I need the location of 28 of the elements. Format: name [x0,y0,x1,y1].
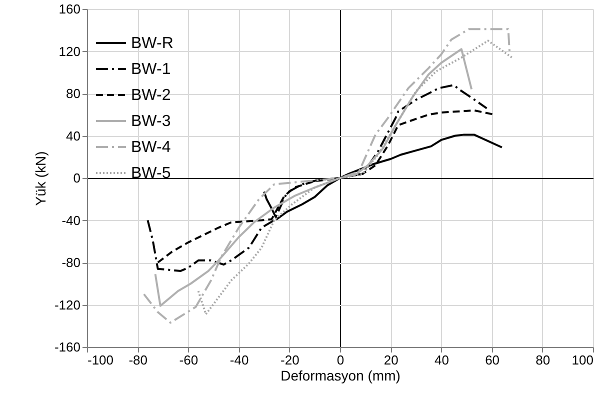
x-tick-label: 80 [536,352,550,368]
x-tick-label: 40 [434,352,449,368]
y-tick-label: -40 [62,212,80,228]
y-tick-label: 0 [73,170,80,186]
x-tick-label: -60 [179,352,198,368]
y-tick-label: -80 [62,255,80,270]
y-tick-label: 160 [58,2,80,16]
legend-label: BW-5 [131,165,171,182]
legend-label: BW-2 [131,87,171,104]
y-tick-label: -160 [54,340,80,354]
x-tick-label: -20 [280,352,300,368]
legend-label: BW-4 [131,139,171,156]
y-tick-label: 120 [58,44,80,59]
x-tick-label: -80 [128,352,148,368]
legend-label: BW-3 [131,113,171,130]
legend-label: BW-1 [131,61,171,78]
y-axis-title: Yük (kN) [32,151,48,206]
y-tick-label: -120 [54,297,80,312]
x-axis-title: Deformasyon (mm) [280,368,400,384]
x-tick-label: 100 [572,352,594,368]
x-tick-label: 20 [384,352,398,368]
x-tick-label: 60 [485,352,500,368]
x-tick-label: -100 [88,352,114,368]
y-tick-label: 40 [66,128,80,144]
legend-label: BW-R [131,35,174,52]
y-tick-label: 80 [66,86,80,101]
x-tick-label: -40 [230,352,249,368]
x-tick-label: 0 [336,352,344,368]
